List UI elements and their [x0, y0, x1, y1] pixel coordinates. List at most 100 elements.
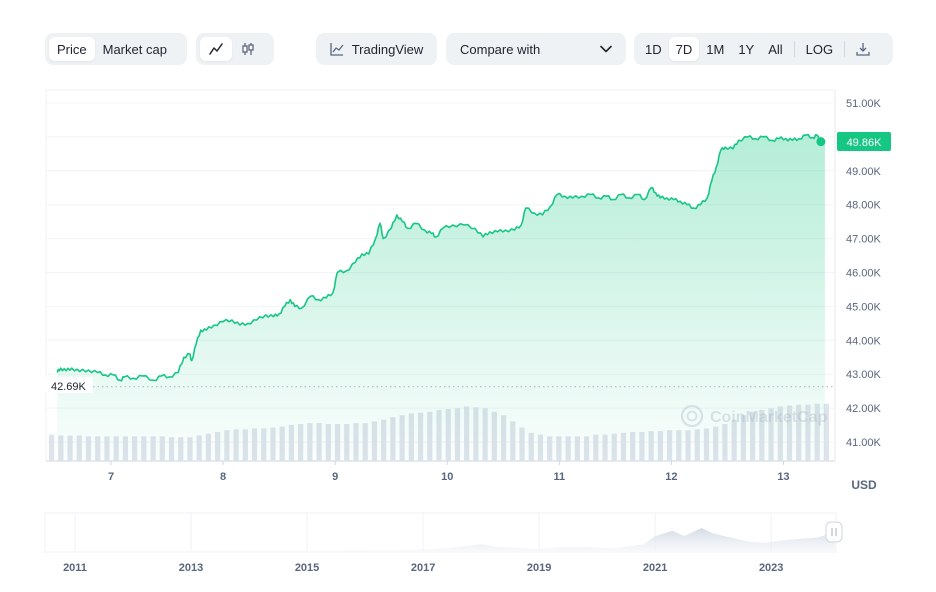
open-price-label: 42.69K: [51, 381, 87, 393]
volume-bar: [602, 434, 608, 461]
volume-bar: [583, 436, 590, 461]
divider: [844, 41, 846, 57]
candlestick-button[interactable]: [232, 37, 264, 61]
volume-bar: [85, 436, 92, 461]
volume-bar: [196, 435, 202, 461]
volume-bar: [95, 436, 101, 461]
last-price-dot: [816, 137, 826, 147]
volume-bar: [353, 423, 359, 461]
line-chart-button[interactable]: [200, 37, 232, 61]
volume-bar: [288, 424, 295, 461]
range-1d-button[interactable]: 1D: [645, 41, 662, 57]
watermark-text: CoinMarketCap: [710, 409, 828, 426]
volume-bar: [749, 411, 756, 461]
volume-bar: [666, 430, 673, 461]
volume-bar: [713, 426, 719, 461]
volume-bar: [233, 429, 239, 461]
volume-bar: [408, 413, 414, 461]
watermark: CoinMarketCap: [680, 404, 828, 428]
volume-bar: [620, 432, 627, 461]
volume-bar: [565, 436, 571, 461]
tradingview-button[interactable]: TradingView: [316, 33, 437, 65]
volume-bar: [390, 417, 396, 461]
y-tick-label: 41.00K: [846, 437, 882, 449]
volume-bar: [436, 409, 442, 461]
overview-tick-label: 2011: [63, 562, 87, 574]
volume-bar: [454, 408, 461, 461]
volume-bar: [648, 431, 654, 461]
price-line: [56, 133, 826, 382]
volume-bar: [731, 419, 737, 461]
volume-bar: [242, 429, 248, 461]
candlestick-icon: [242, 43, 254, 55]
volume-bar: [215, 431, 221, 461]
price-type-toggle: Price Market cap: [45, 33, 187, 65]
range-1y-button[interactable]: 1Y: [738, 41, 755, 57]
volume-bar: [159, 436, 165, 461]
volume-bar: [168, 437, 175, 461]
volume-bar: [427, 411, 433, 461]
overview-tick-label: 2015: [295, 562, 319, 574]
volume-bar: [104, 436, 110, 461]
volume-bar: [768, 408, 774, 461]
volume-bar: [187, 437, 193, 461]
volume-bar: [593, 434, 599, 461]
x-tick-label: 13: [777, 471, 789, 483]
tab-market-cap[interactable]: Market cap: [102, 41, 167, 57]
volume-bar: [371, 421, 378, 461]
x-tick-label: 11: [553, 471, 565, 483]
current-price-badge: [837, 132, 891, 151]
y-tick-label: 44.00K: [846, 335, 882, 347]
volume-bar: [270, 427, 276, 461]
x-tick-label: 7: [108, 471, 114, 483]
y-tick-label: 46.00K: [846, 268, 882, 280]
volume-bar: [205, 433, 212, 461]
time-range-selector: 1D 7D 1M 1Y All LOG: [634, 33, 893, 65]
volume-bar: [251, 428, 258, 461]
volume-bar: [657, 431, 663, 461]
range-7d-button[interactable]: 7D: [668, 37, 700, 61]
volume-bar: [482, 408, 488, 461]
overview-handle[interactable]: [825, 521, 843, 543]
x-tick-label: 12: [665, 471, 677, 483]
volume-bar: [417, 412, 424, 461]
y-tick-label: 43.00K: [846, 369, 882, 381]
divider: [793, 41, 795, 57]
tab-price[interactable]: Price: [49, 37, 95, 61]
y-tick-label: 45.00K: [846, 301, 882, 313]
y-tick-label: 49.00K: [846, 166, 882, 178]
volume-bar: [224, 430, 230, 461]
overview-tick-label: 2017: [411, 562, 435, 574]
volume-bar: [464, 406, 470, 461]
overview-panel[interactable]: [44, 512, 837, 553]
volume-bar: [694, 429, 700, 461]
volume-bar: [777, 406, 783, 461]
x-tick-label: 9: [332, 471, 338, 483]
volume-bar: [298, 424, 304, 461]
y-tick-label: 47.00K: [846, 234, 882, 246]
volume-bar: [399, 415, 405, 461]
volume-bar: [122, 436, 129, 461]
chevron-down-icon: [600, 45, 612, 53]
grid-lines: [45, 89, 836, 462]
compare-dropdown[interactable]: Compare with: [446, 33, 626, 65]
volume-bar: [141, 436, 147, 461]
volume-bar: [556, 436, 562, 461]
line-chart-icon: [209, 43, 223, 55]
range-all-button[interactable]: All: [768, 41, 783, 57]
currency-label: USD: [851, 478, 877, 492]
volume-bar: [67, 435, 73, 461]
volume-bar: [547, 436, 553, 461]
x-tick-label: 8: [220, 471, 226, 483]
overview-grid: [74, 513, 772, 551]
volume-bar: [178, 437, 184, 461]
log-scale-button[interactable]: LOG: [805, 41, 834, 57]
download-button[interactable]: [849, 37, 877, 61]
volume-bar: [740, 415, 746, 461]
volume-bar: [528, 432, 534, 461]
volume-bar: [630, 431, 636, 461]
range-1m-button[interactable]: 1M: [706, 41, 725, 57]
volume-bars: [49, 403, 829, 461]
open-price-label-bg: [45, 377, 93, 393]
